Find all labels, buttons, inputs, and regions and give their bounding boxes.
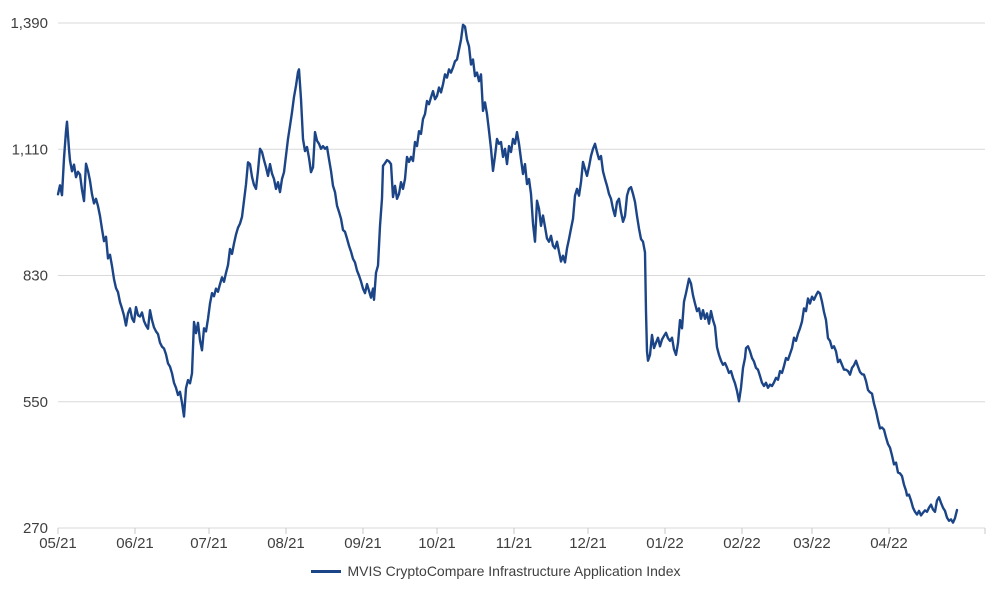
y-tick-label: 270 bbox=[23, 520, 48, 537]
y-tick-label: 1,390 bbox=[10, 15, 48, 32]
y-axis-labels: 1,390 1,110 830 550 270 bbox=[10, 15, 48, 537]
x-axis-labels: 05/21 06/21 07/21 08/21 09/21 10/21 11/21 12/21… bbox=[39, 535, 908, 552]
series-line bbox=[56, 23, 959, 524]
x-tick-label: 03/22 bbox=[793, 535, 831, 552]
x-tick-label: 10/21 bbox=[418, 535, 456, 552]
x-tick-label: 07/21 bbox=[190, 535, 228, 552]
x-tick-label: 11/21 bbox=[496, 535, 532, 552]
legend: MVIS CryptoCompare Infrastructure Applic… bbox=[0, 560, 992, 582]
x-tick-label: 01/22 bbox=[646, 535, 684, 552]
gridlines bbox=[58, 22, 985, 529]
x-tick-label: 12/21 bbox=[569, 535, 607, 552]
x-tick-label: 06/21 bbox=[116, 535, 154, 552]
x-tick-label: 08/21 bbox=[267, 535, 305, 552]
legend-line-swatch bbox=[311, 569, 342, 573]
x-tick-label: 02/22 bbox=[723, 535, 761, 552]
x-axis-ticks bbox=[57, 528, 986, 534]
x-tick-label: 04/22 bbox=[870, 535, 908, 552]
x-tick-label: 09/21 bbox=[344, 535, 382, 552]
y-tick-label: 1,110 bbox=[12, 141, 48, 158]
y-tick-label: 830 bbox=[23, 268, 48, 285]
legend-label: MVIS CryptoCompare Infrastructure Applic… bbox=[347, 563, 681, 579]
x-tick-label: 05/21 bbox=[39, 535, 77, 552]
y-tick-label: 550 bbox=[23, 394, 48, 411]
